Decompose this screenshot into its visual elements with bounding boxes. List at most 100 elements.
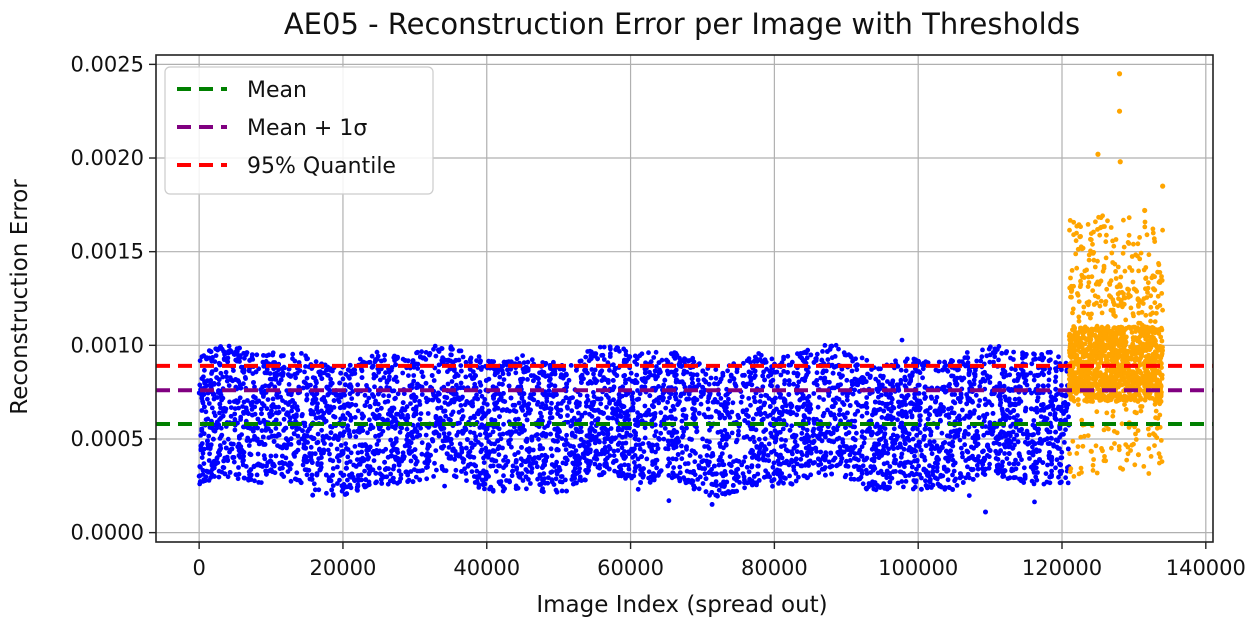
scatter-point [658, 430, 664, 436]
scatter-point [611, 448, 617, 454]
scatter-point [435, 405, 440, 411]
scatter-point [445, 381, 451, 387]
scatter-point [282, 426, 288, 431]
scatter-point [923, 394, 928, 400]
scatter-point [672, 356, 678, 361]
scatter-point [445, 451, 450, 457]
scatter-point [304, 396, 310, 402]
scatter-point [762, 410, 768, 416]
scatter-point [232, 427, 238, 433]
scatter-point [270, 352, 276, 358]
scatter-point [1031, 377, 1037, 383]
scatter-point [221, 440, 227, 445]
scatter-point [200, 450, 206, 456]
scatter-point [517, 431, 522, 436]
scatter-point [281, 416, 287, 422]
scatter-point [716, 391, 722, 397]
scatter-point [315, 409, 321, 415]
scatter-point [637, 412, 643, 418]
scatter-point [458, 363, 464, 368]
scatter-point [718, 396, 724, 401]
scatter-point [401, 454, 407, 459]
scatter-point [232, 411, 238, 417]
scatter-point [415, 422, 421, 428]
scatter-point [214, 425, 220, 431]
scatter-point [311, 481, 317, 487]
scatter-point [1059, 468, 1065, 474]
scatter-point [644, 456, 650, 462]
scatter-point [881, 461, 887, 467]
scatter-point [1049, 468, 1054, 474]
scatter-point [343, 371, 349, 377]
scatter-point [574, 427, 580, 433]
scatter-point [742, 454, 748, 460]
scatter-point [1059, 383, 1064, 388]
scatter-point [500, 431, 506, 437]
scatter-point [484, 402, 490, 407]
scatter-point [348, 450, 354, 456]
scatter-point [286, 442, 291, 447]
scatter-point [668, 430, 674, 436]
scatter-point [715, 430, 721, 435]
scatter-point [549, 453, 555, 459]
scatter-point [482, 397, 488, 402]
scatter-point [860, 481, 866, 487]
scatter-point [734, 369, 740, 375]
scatter-point [1029, 439, 1035, 445]
scatter-point [521, 360, 527, 365]
scatter-point [630, 400, 636, 406]
scatter-point [946, 433, 952, 439]
scatter-point [945, 468, 951, 473]
scatter-point [366, 395, 372, 401]
scatter-point [719, 451, 725, 456]
scatter-point [312, 487, 318, 493]
scatter-point [417, 398, 422, 404]
scatter-point [595, 416, 601, 421]
scatter-point [433, 448, 439, 453]
scatter-point [497, 374, 503, 380]
scatter-point [612, 468, 617, 474]
scatter-point [345, 410, 351, 416]
scatter-point [555, 401, 561, 407]
scatter-point [340, 376, 346, 382]
scatter-point [535, 399, 541, 405]
scatter-point [770, 400, 776, 405]
scatter-point [1033, 356, 1038, 362]
scatter-point [867, 425, 872, 431]
scatter-point [997, 391, 1003, 397]
scatter-point [231, 368, 236, 373]
scatter-point [207, 451, 213, 457]
scatter-point [225, 474, 231, 480]
scatter-point [1056, 474, 1061, 480]
scatter-point [681, 475, 687, 481]
scatter-point [413, 394, 419, 400]
scatter-point [821, 397, 826, 402]
scatter-point [338, 443, 344, 448]
scatter-point [646, 469, 652, 475]
scatter-point [695, 377, 701, 383]
scatter-point [228, 405, 234, 410]
scatter-point [836, 346, 841, 352]
scatter-point [971, 381, 977, 387]
scatter-point [705, 461, 711, 466]
scatter-point [583, 400, 589, 405]
scatter-point [385, 481, 391, 487]
scatter-point [436, 432, 442, 438]
scatter-point [479, 393, 485, 399]
scatter-point [888, 474, 893, 480]
scatter-point [962, 431, 967, 437]
scatter-point [987, 359, 993, 365]
scatter-point [749, 464, 755, 470]
scatter-point [472, 480, 478, 485]
scatter-point [584, 393, 590, 399]
scatter-point [814, 351, 820, 357]
scatter-point [652, 433, 658, 439]
scatter-point [999, 406, 1005, 412]
scatter-point [453, 357, 459, 363]
scatter-point [355, 450, 361, 456]
scatter-point [408, 458, 414, 464]
scatter-point [902, 383, 908, 389]
scatter-point [549, 400, 554, 406]
scatter-point [479, 442, 484, 448]
scatter-point [864, 401, 869, 406]
